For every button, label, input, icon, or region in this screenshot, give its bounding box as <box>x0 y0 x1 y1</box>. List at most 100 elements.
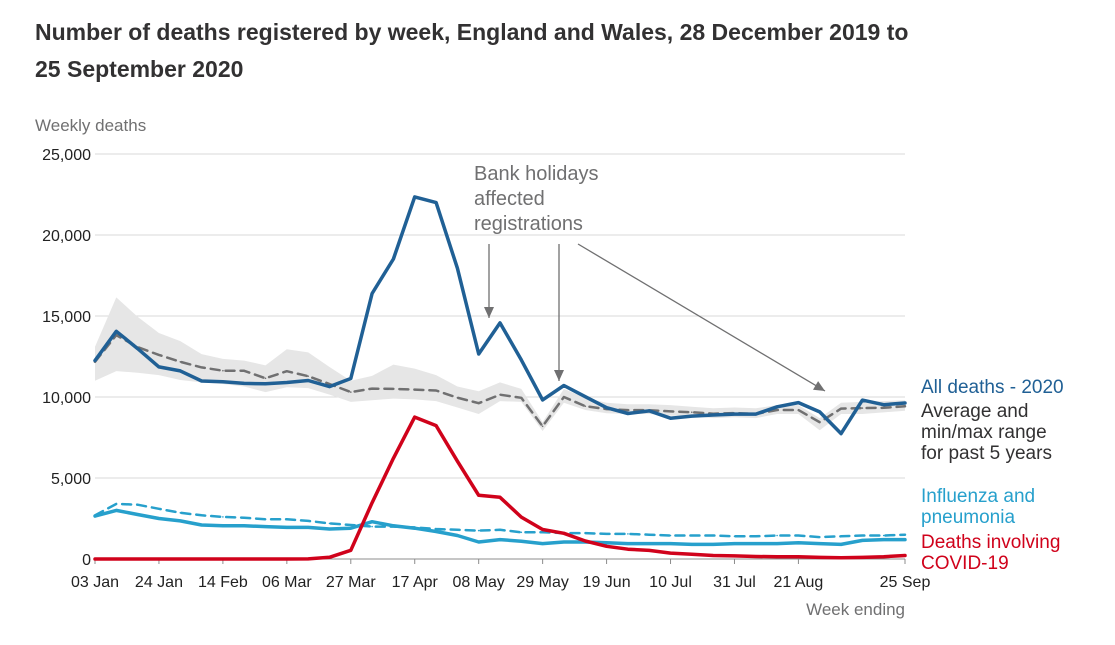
label-covid-1: Deaths involving <box>921 532 1060 553</box>
label-average-3: for past 5 years <box>921 443 1052 464</box>
line-influenza-pneumonia-point <box>350 527 352 529</box>
line-covid-19-point <box>776 555 778 558</box>
line-influenza-pneumonia-point <box>158 517 160 520</box>
line-average-past-5-years-point <box>520 397 523 399</box>
line-all-deaths-2020-point <box>222 380 224 383</box>
x-tick-label: 31 Jul <box>713 574 756 591</box>
line-average-past-5-years-point <box>456 396 459 399</box>
line-covid-19-point <box>371 501 373 504</box>
line-all-deaths-2020-point <box>755 413 757 415</box>
chart-title: Number of deaths registered by week, Eng… <box>35 19 909 82</box>
x-tick-label: 25 Sep <box>880 574 931 591</box>
line-influenza-pneumonia-point <box>797 542 800 544</box>
line-all-deaths-2020-point <box>456 267 459 270</box>
line-all-deaths-2020-point <box>200 380 203 382</box>
line-influenza-pneumonia-point <box>328 528 331 530</box>
line-all-deaths-2020-point <box>648 410 650 412</box>
line-influenza-pneumonia-point <box>520 540 523 542</box>
line-average-past-5-years-point <box>861 407 864 409</box>
line-influenza-pneumonia-average-point <box>243 516 245 519</box>
line-covid-19-point <box>882 555 885 558</box>
line-influenza-pneumonia-point <box>307 526 310 529</box>
line-covid-19-point <box>286 558 288 560</box>
line-influenza-pneumonia-point <box>776 542 778 545</box>
line-average-past-5-years-point <box>264 377 267 380</box>
line-covid-19-point <box>861 556 864 559</box>
line-covid-19-point <box>755 555 757 558</box>
line-influenza-pneumonia-average-point <box>435 528 437 530</box>
label-average-2: min/max range <box>921 422 1047 443</box>
arrow-may-bank-holiday-head <box>484 307 494 318</box>
arrow-late-may-bank-holiday-head <box>554 370 564 381</box>
x-tick-label: 29 May <box>516 574 568 591</box>
line-average-past-5-years-point <box>840 407 842 410</box>
line-covid-19-point <box>520 516 523 518</box>
line-covid-19-point <box>840 556 842 559</box>
line-covid-19-point <box>264 558 267 560</box>
x-tick-label: 17 Apr <box>392 574 439 591</box>
line-average-past-5-years-point <box>627 409 629 411</box>
line-influenza-pneumonia-point <box>563 541 565 543</box>
line-all-deaths-2020-point <box>392 258 395 260</box>
line-all-deaths-2020-point <box>669 417 672 420</box>
line-average-past-5-years-point <box>371 387 373 390</box>
line-all-deaths-2020-point <box>541 399 544 401</box>
line-all-deaths-2020-point <box>413 196 416 198</box>
line-average-past-5-years-point <box>307 375 310 378</box>
series-layer <box>93 195 907 561</box>
line-average-past-5-years-point <box>797 409 800 411</box>
line-covid-19-point <box>413 416 416 418</box>
x-tick-label: 03 Jan <box>71 574 119 591</box>
line-influenza-pneumonia-point <box>733 542 736 545</box>
y-tick-label: 20,000 <box>42 228 91 245</box>
line-all-deaths-2020-point <box>350 377 352 380</box>
line-influenza-pneumonia-average-point <box>627 533 629 535</box>
line-covid-19-point <box>94 558 96 560</box>
y-axis-title: Weekly deaths <box>35 116 146 135</box>
line-covid-19-point <box>563 532 565 535</box>
line-influenza-pneumonia-point <box>200 524 203 526</box>
line-average-past-5-years-point <box>499 393 501 396</box>
line-influenza-pneumonia-average-point <box>136 503 139 506</box>
y-tick-label: 0 <box>82 552 91 569</box>
line-covid-19-point <box>627 548 629 550</box>
line-covid-19-point <box>136 558 139 560</box>
line-influenza-pneumonia-point <box>882 538 885 541</box>
line-influenza-pneumonia-average-point <box>307 520 310 522</box>
line-all-deaths-2020-point <box>776 406 778 408</box>
label-all-deaths: All deaths - 2020 <box>921 377 1064 398</box>
line-all-deaths-2020-point <box>328 385 331 388</box>
line-average-past-5-years-point <box>179 361 182 363</box>
line-all-deaths-2020-point <box>179 370 182 372</box>
y-tick-labels: 0 5,000 10,000 15,000 20,000 25,000 <box>42 147 91 569</box>
line-covid-19-point <box>115 558 118 560</box>
line-average-past-5-years-point <box>563 396 565 398</box>
line-influenza-pneumonia-average-point <box>818 536 821 538</box>
line-average-past-5-years-point <box>435 389 437 392</box>
arrow-august-bank-holiday <box>577 243 826 392</box>
line-all-deaths-2020-point <box>435 201 437 204</box>
line-influenza-pneumonia-point <box>222 525 224 527</box>
line-all-deaths-2020-point <box>563 384 565 387</box>
x-tick-label: 06 Mar <box>262 574 312 591</box>
line-all-deaths-2020-point <box>861 399 864 401</box>
label-covid-2: COVID-19 <box>921 553 1009 574</box>
x-tick-labels: 03 Jan 24 Jan 14 Feb 06 Mar 27 Mar 17 Apr 08 M… <box>71 574 930 591</box>
line-average-past-5-years-point <box>818 421 821 424</box>
line-influenza-pneumonia-point <box>179 520 182 522</box>
x-tick-label: 08 May <box>452 574 504 591</box>
label-influenza-2: pneumonia <box>921 507 1015 528</box>
line-average-past-5-years-point <box>584 405 587 408</box>
line-covid-19-point <box>605 545 608 548</box>
line-all-deaths-2020-point <box>371 292 373 295</box>
line-influenza-pneumonia-average-point <box>904 533 906 536</box>
line-covid-19-point <box>158 558 160 560</box>
line-all-deaths-2020-point <box>733 413 736 415</box>
line-influenza-pneumonia-average <box>93 502 907 539</box>
line-all-deaths-2020-point <box>286 381 288 384</box>
line-covid-19-point <box>584 540 587 542</box>
line-covid-19-point <box>499 496 501 499</box>
line-covid-19-point <box>435 424 437 427</box>
line-average-past-5-years-point <box>222 369 224 372</box>
line-all-deaths-2020-point <box>477 353 480 355</box>
